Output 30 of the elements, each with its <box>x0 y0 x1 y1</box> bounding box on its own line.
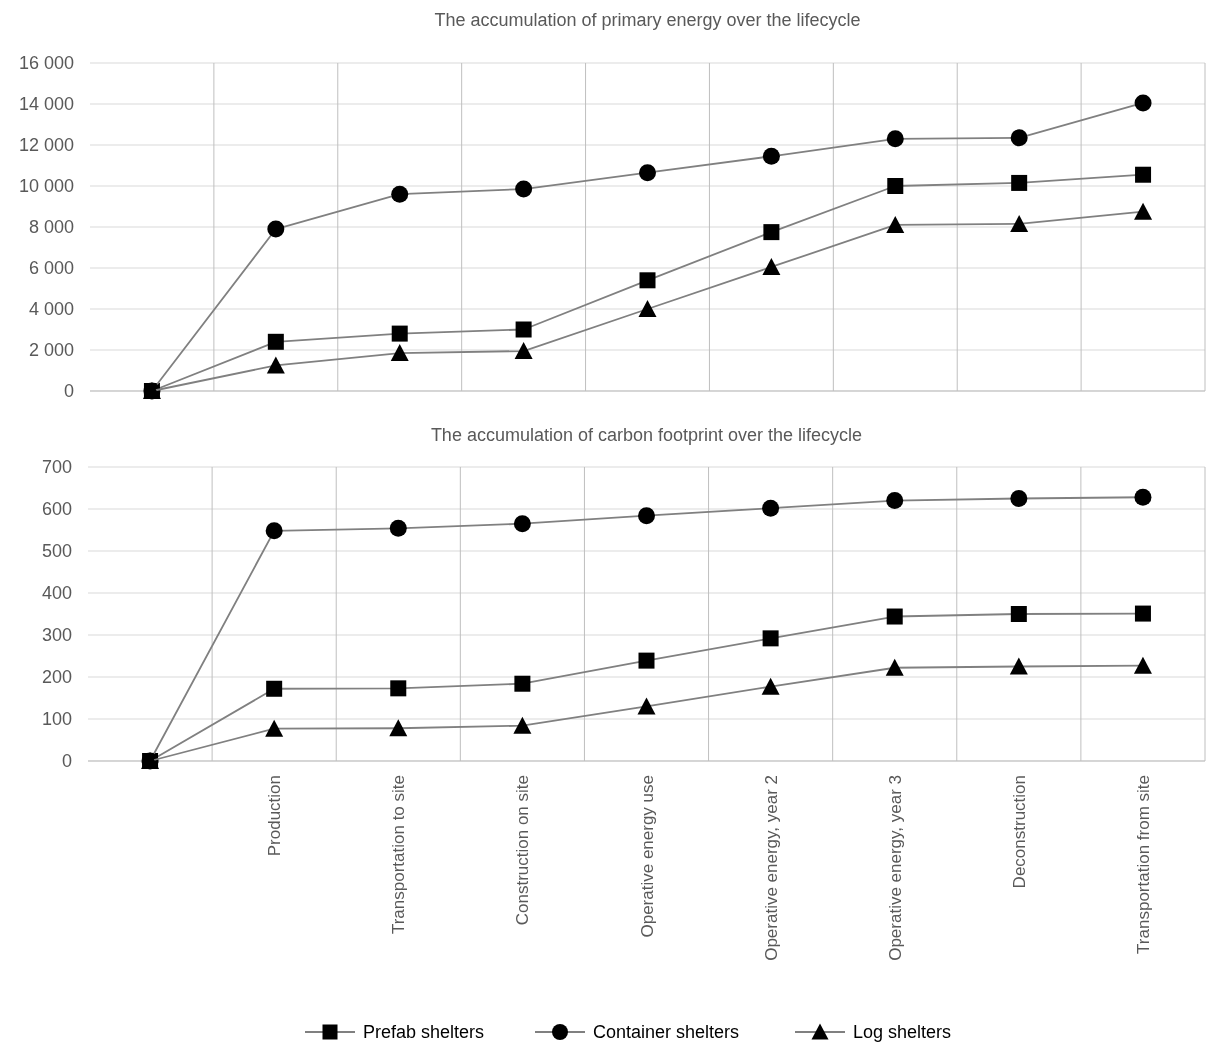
y-tick-label: 2 000 <box>28 340 74 360</box>
y-tick-label: 0 <box>63 381 74 401</box>
x-tick-label: Operative energy, year 2 <box>761 775 781 961</box>
x-tick-label: Deconstruction <box>1009 775 1029 889</box>
y-tick-label: 0 <box>61 751 72 771</box>
y-tick-label: 400 <box>41 583 72 603</box>
y-tick-label: 12 000 <box>18 135 74 155</box>
legend-label: Prefab shelters <box>363 1022 485 1042</box>
y-tick-label: 200 <box>41 667 72 687</box>
y-tick-label: 500 <box>41 541 72 561</box>
legend-label: Log shelters <box>853 1022 952 1042</box>
y-tick-label: 6 000 <box>28 258 74 278</box>
x-tick-label: Production <box>265 775 285 857</box>
y-tick-label: 700 <box>41 457 72 477</box>
chart-title: The accumulation of carbon footprint over the lifecycle <box>430 425 863 445</box>
y-tick-label: 4 000 <box>28 299 74 319</box>
y-tick-label: 600 <box>41 499 72 519</box>
x-tick-label: Transportation from site <box>1133 775 1153 954</box>
y-tick-label: 8 000 <box>28 217 74 237</box>
y-tick-label: 10 000 <box>18 176 74 196</box>
x-tick-label: Operative energy use <box>637 775 657 938</box>
x-tick-label: Construction on site <box>513 775 533 926</box>
y-tick-label: 14 000 <box>18 94 74 114</box>
x-tick-label: Transportation to site <box>389 775 409 935</box>
y-tick-label: 16 000 <box>18 53 74 73</box>
legend-label: Container shelters <box>593 1022 740 1042</box>
y-tick-label: 300 <box>41 625 72 645</box>
chart-title: The accumulation of primary energy over the lifecycle <box>434 10 861 30</box>
y-tick-label: 100 <box>41 709 72 729</box>
x-tick-label: Operative energy, year 3 <box>885 775 905 961</box>
